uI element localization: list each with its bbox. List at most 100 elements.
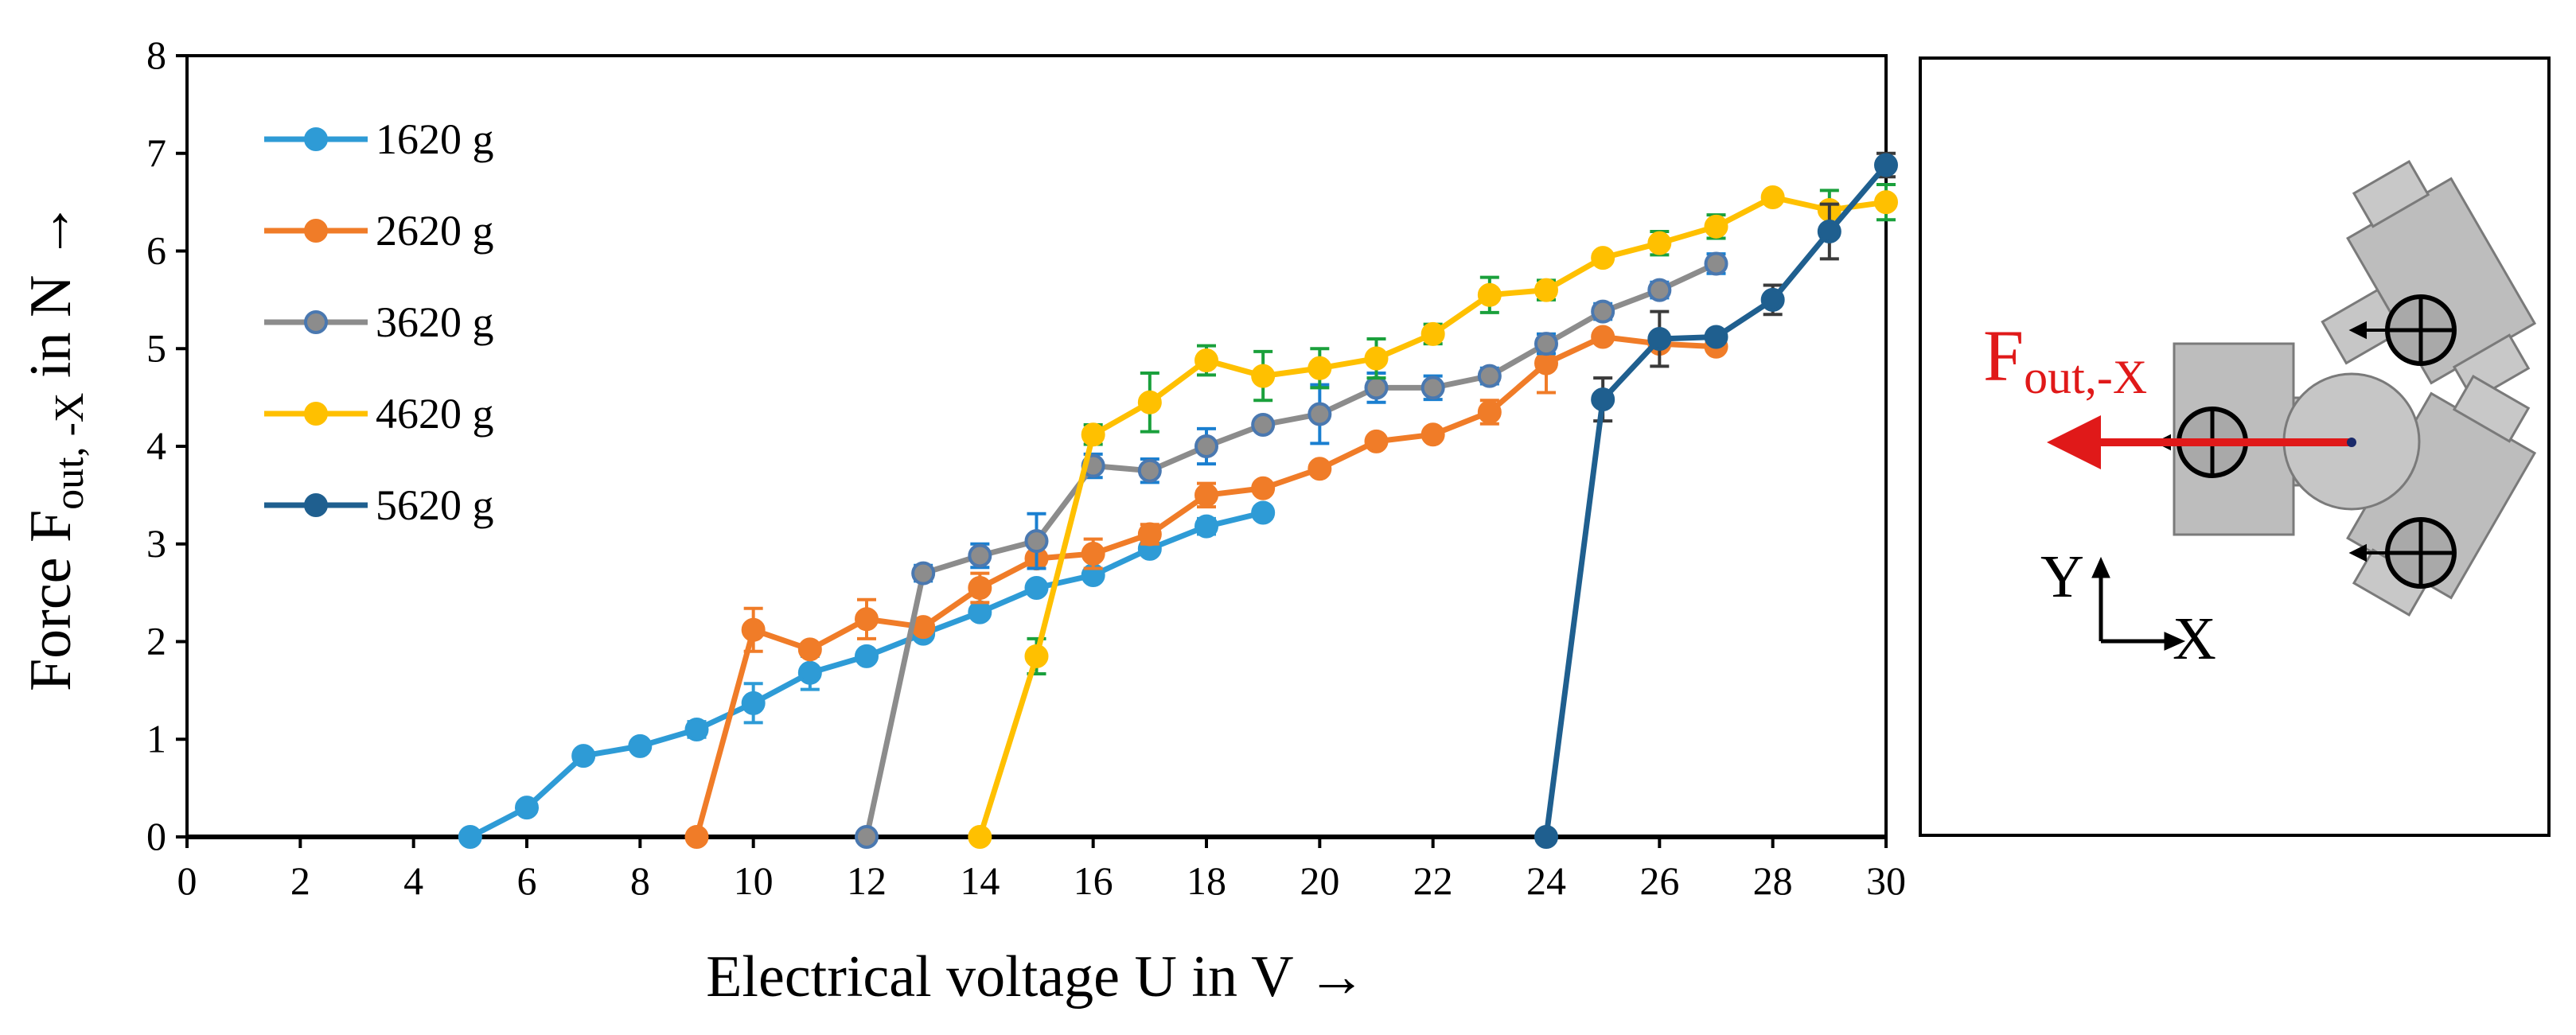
x-tick-label: 28 bbox=[1753, 858, 1793, 903]
y-tick-label: 7 bbox=[146, 130, 166, 175]
x-tick-label: 2 bbox=[290, 858, 310, 903]
data-point bbox=[1024, 575, 1049, 600]
x-axis-ticks: 0 2 4 6 8 10 12 14 16 18 20 22 24 26 28 30 bbox=[177, 837, 1906, 903]
axis-y-label: Y bbox=[2040, 543, 2084, 610]
data-point bbox=[1194, 434, 1218, 458]
data-point bbox=[1024, 529, 1049, 554]
legend-label: 5620 g bbox=[376, 481, 494, 529]
data-point bbox=[911, 561, 936, 586]
x-tick-label: 30 bbox=[1866, 858, 1906, 903]
axis-x-label: X bbox=[2173, 605, 2216, 672]
x-tick-label: 0 bbox=[177, 858, 197, 903]
x-tick-label: 18 bbox=[1187, 858, 1226, 903]
data-point bbox=[1591, 246, 1615, 270]
data-point bbox=[1421, 375, 1445, 400]
y-tick-label: 2 bbox=[146, 619, 166, 663]
series-4620-g bbox=[968, 183, 1898, 849]
y-tick-label: 4 bbox=[146, 423, 166, 468]
data-point bbox=[1704, 214, 1728, 239]
data-point bbox=[1194, 514, 1218, 539]
x-tick-label: 14 bbox=[960, 858, 1000, 903]
data-point bbox=[1704, 251, 1728, 276]
plot-area-frame bbox=[185, 54, 1888, 839]
data-point bbox=[1081, 422, 1105, 447]
legend-marker bbox=[304, 219, 328, 243]
data-point bbox=[684, 717, 709, 741]
data-point bbox=[628, 733, 653, 758]
y-tick-label: 3 bbox=[146, 521, 166, 566]
data-point bbox=[1251, 476, 1276, 500]
legend-label: 3620 g bbox=[376, 298, 494, 346]
data-point bbox=[1477, 282, 1502, 307]
data-point bbox=[1364, 375, 1389, 400]
lower-wheel bbox=[2385, 517, 2457, 589]
data-point bbox=[1591, 299, 1615, 324]
data-point bbox=[1421, 321, 1445, 346]
series-layer bbox=[458, 151, 1898, 849]
force-label-main: F bbox=[1983, 315, 2024, 396]
data-point bbox=[1760, 185, 1785, 209]
series-2620-g bbox=[684, 325, 1728, 849]
y-tick-label: 5 bbox=[146, 325, 166, 370]
x-tick-label: 4 bbox=[403, 858, 423, 903]
legend-label: 4620 g bbox=[376, 390, 494, 438]
x-tick-label: 26 bbox=[1639, 858, 1679, 903]
data-point bbox=[1534, 825, 1558, 849]
data-point bbox=[1194, 483, 1218, 508]
data-point bbox=[1874, 190, 1898, 215]
y-axis-label-main: Force F bbox=[18, 510, 84, 691]
y-tick-label: 1 bbox=[146, 716, 166, 761]
coordinate-axes bbox=[2091, 556, 2186, 651]
data-point bbox=[797, 637, 822, 662]
data-point bbox=[1421, 422, 1445, 447]
legend-marker bbox=[304, 310, 328, 334]
force-label: Fout,-X bbox=[1983, 315, 2147, 403]
y-axis-label-tail: in N → bbox=[18, 201, 84, 393]
data-point bbox=[968, 543, 992, 568]
legend-label: 1620 g bbox=[376, 115, 494, 163]
data-point bbox=[1251, 412, 1276, 437]
legend-marker bbox=[304, 402, 328, 426]
x-tick-label: 12 bbox=[847, 858, 887, 903]
data-point bbox=[1647, 231, 1672, 255]
legend-marker bbox=[304, 493, 328, 517]
data-point bbox=[1307, 356, 1332, 380]
data-point bbox=[1534, 332, 1558, 356]
data-point bbox=[1534, 351, 1558, 375]
data-point bbox=[1194, 348, 1218, 372]
x-tick-label: 24 bbox=[1526, 858, 1566, 903]
data-point bbox=[1137, 522, 1162, 547]
data-point bbox=[968, 600, 992, 625]
data-point bbox=[571, 744, 596, 768]
legend: 1620 g 2620 g 3620 g 4620 g 5620 g bbox=[264, 115, 494, 529]
force-label-sub: out,-X bbox=[2024, 351, 2147, 403]
legend-label: 2620 g bbox=[376, 207, 494, 255]
data-point bbox=[968, 825, 992, 849]
series-3620-g bbox=[855, 251, 1728, 849]
y-tick-label: 8 bbox=[146, 33, 166, 77]
x-tick-label: 22 bbox=[1413, 858, 1453, 903]
data-point bbox=[1307, 457, 1332, 481]
data-point bbox=[1817, 219, 1841, 243]
data-point bbox=[1137, 390, 1162, 414]
y-tick-label: 6 bbox=[146, 228, 166, 273]
data-point bbox=[855, 644, 879, 668]
data-point bbox=[741, 691, 766, 715]
data-point bbox=[1081, 542, 1105, 566]
x-tick-label: 20 bbox=[1300, 858, 1339, 903]
data-point bbox=[1874, 153, 1898, 177]
data-point bbox=[1251, 500, 1276, 525]
data-point bbox=[1137, 458, 1162, 483]
data-point bbox=[797, 660, 822, 685]
data-point bbox=[741, 617, 766, 642]
data-point bbox=[1647, 278, 1672, 302]
data-point bbox=[1477, 364, 1502, 388]
x-axis-label: Electrical voltage U in V → bbox=[706, 944, 1366, 1010]
data-point bbox=[1647, 326, 1672, 351]
data-point bbox=[1024, 644, 1049, 668]
data-point bbox=[1760, 287, 1785, 312]
data-point bbox=[1477, 400, 1502, 425]
y-axis-label: Force Fout, -X in N → bbox=[18, 201, 92, 691]
y-axis-label-sub: out, -X bbox=[47, 393, 92, 510]
